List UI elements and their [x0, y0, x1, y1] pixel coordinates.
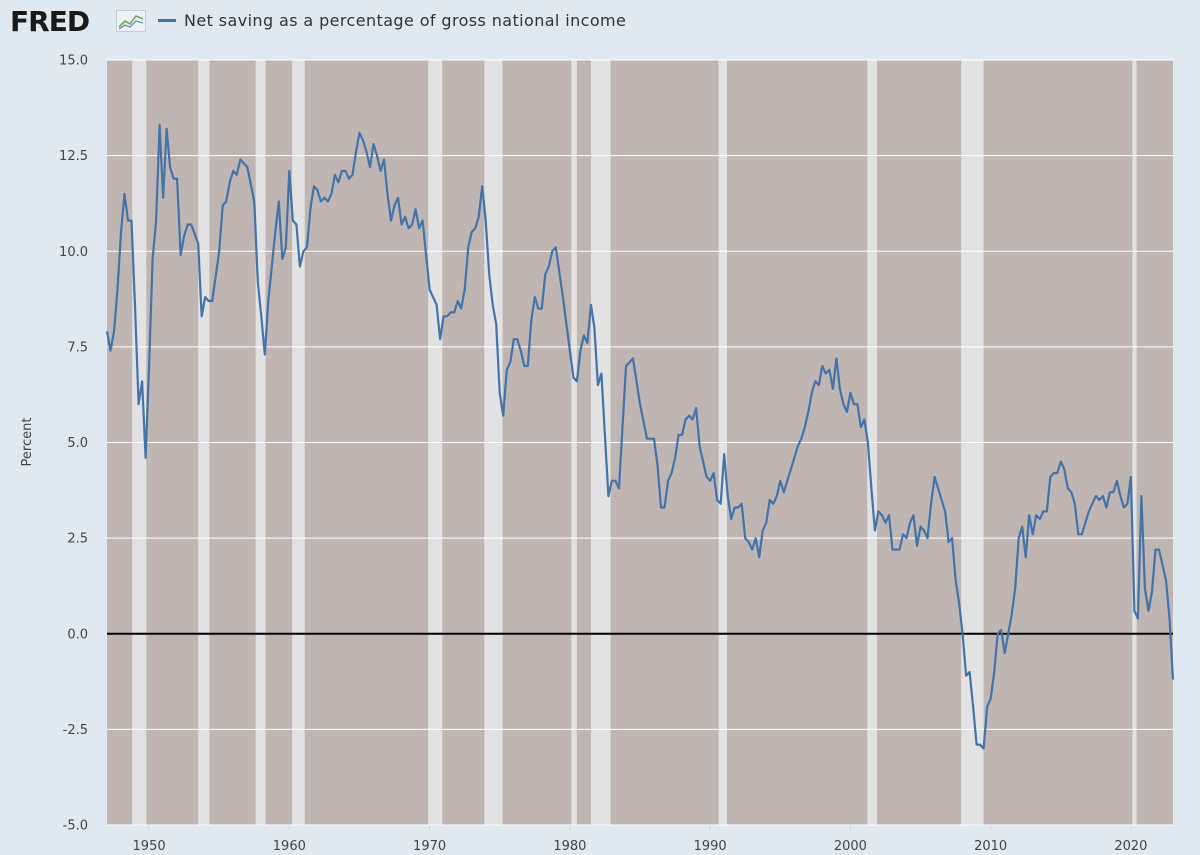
chart-legend[interactable]: Net saving as a percentage of gross nati…	[158, 9, 626, 31]
x-tick-label: 1970	[413, 839, 446, 854]
fred-logo[interactable]: FRED	[10, 5, 90, 38]
y-axis-label: Percent	[20, 418, 35, 467]
legend-swatch	[158, 18, 176, 22]
y-tick-label: 5.0	[67, 436, 88, 451]
y-tick-label: 12.5	[59, 149, 88, 164]
gridlines	[107, 59, 1173, 826]
x-axis-ticks: 1950 1960 1970 1980 1990 2000 2010 2020	[133, 825, 1147, 854]
y-tick-label: -2.5	[63, 723, 88, 738]
x-tick-label: 2010	[974, 839, 1007, 854]
x-tick-label: 1950	[133, 839, 166, 854]
fred-line-graph-icon	[116, 10, 146, 32]
x-tick-label: 2020	[1114, 839, 1147, 854]
y-tick-label: 7.5	[67, 340, 88, 355]
x-tick-label: 1980	[553, 839, 586, 854]
x-tick-label: 1990	[694, 839, 727, 854]
y-tick-label: 15.0	[59, 54, 88, 69]
chart-header: FRED Net saving as a percentage of gross…	[0, 0, 1200, 44]
x-tick-label: 2000	[834, 839, 867, 854]
legend-series-name: Net saving as a percentage of gross nati…	[184, 10, 627, 30]
y-tick-label: 10.0	[59, 245, 88, 260]
y-tick-label: -5.0	[63, 819, 88, 834]
series-line[interactable]	[105, 123, 1175, 750]
x-tick-label: 1960	[273, 839, 306, 854]
y-tick-label: 0.0	[67, 627, 88, 642]
y-tick-label: 2.5	[67, 532, 88, 547]
y-axis-ticks: 15.0 12.5 10.0 7.5 5.0 2.5 0.0 -2.5 -5.0	[59, 54, 88, 834]
